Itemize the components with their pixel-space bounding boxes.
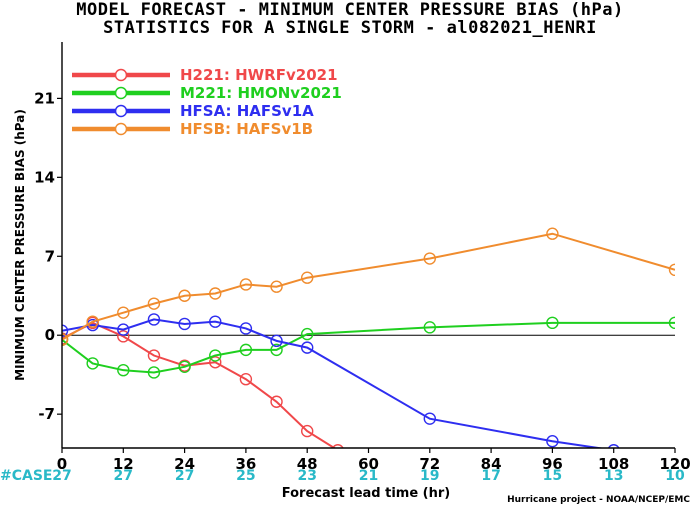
- x-tick-label: 12: [113, 455, 134, 473]
- data-point: [301, 341, 314, 354]
- data-point: [546, 316, 559, 330]
- y-tick-label: 14: [34, 168, 55, 186]
- data-point: [239, 278, 253, 291]
- x-tick-label: 24: [174, 455, 195, 473]
- data-point: [178, 317, 191, 331]
- data-point: [301, 271, 314, 284]
- legend-marker: [114, 68, 128, 82]
- x-tick-label: 120: [659, 455, 690, 473]
- x-tick-label: 96: [542, 455, 563, 473]
- x-tick-label: 72: [419, 455, 440, 473]
- y-axis-label: MINIMUM CENTER PRESSURE BIAS (hPa): [13, 109, 27, 381]
- data-point: [239, 373, 253, 386]
- series-line-3: [62, 232, 675, 341]
- x-tick-label: 108: [598, 455, 629, 473]
- legend-label: HFSA: HAFSv1A: [180, 102, 314, 120]
- data-point: [239, 343, 253, 357]
- data-point: [546, 435, 559, 448]
- case-count: 10: [665, 468, 685, 484]
- legend-label: HFSB: HAFSv1B: [180, 120, 313, 138]
- data-point: [423, 321, 436, 334]
- data-point: [62, 324, 69, 337]
- case-count: 23: [297, 468, 316, 484]
- series-1: [62, 316, 675, 379]
- x-tick-label: 60: [358, 455, 379, 473]
- x-tick-label: 36: [235, 455, 256, 473]
- data-point: [86, 315, 99, 328]
- data-point: [546, 227, 559, 240]
- data-point: [668, 316, 675, 330]
- data-point: [209, 356, 222, 369]
- credit-text: Hurricane project - NOAA/NCEP/EMC: [507, 495, 690, 505]
- y-tick-label: -7: [38, 405, 55, 423]
- series-line-0: [62, 321, 337, 448]
- legend-item-0: H221: HWRFv2021: [72, 66, 338, 84]
- case-count: 25: [236, 468, 255, 484]
- x-axis-label: Forecast lead time (hr): [282, 486, 450, 501]
- case-count: 21: [359, 468, 378, 484]
- data-point: [147, 313, 161, 326]
- series-line-2: [62, 318, 606, 448]
- legend-item-2: HFSA: HAFSv1A: [72, 102, 314, 120]
- legend-label: H221: HWRFv2021: [180, 66, 338, 84]
- data-point: [239, 322, 253, 335]
- series-3: [62, 227, 675, 346]
- legend-marker: [114, 104, 128, 118]
- legend-item-3: HFSB: HAFSv1B: [72, 120, 313, 138]
- data-point: [209, 349, 222, 362]
- x-tick-label: 0: [57, 455, 67, 473]
- y-tick-label: 21: [34, 89, 55, 107]
- data-point: [270, 395, 283, 408]
- data-point: [117, 323, 130, 336]
- case-count: 27: [175, 468, 194, 484]
- data-point: [117, 330, 130, 343]
- series-line-1: [62, 321, 675, 374]
- data-point: [117, 306, 130, 319]
- legend-item-1: M221: HMONv2021: [72, 84, 342, 102]
- data-point: [209, 287, 222, 300]
- data-point: [332, 444, 344, 448]
- legend-label: M221: HMONv2021: [180, 84, 342, 102]
- legend-marker: [114, 86, 128, 100]
- x-tick-label: 84: [481, 455, 502, 473]
- data-point: [62, 333, 69, 346]
- case-count: 15: [543, 468, 562, 484]
- data-point: [270, 334, 283, 348]
- y-tick-label: 7: [45, 247, 55, 265]
- data-point: [147, 297, 161, 310]
- y-tick-label: 0: [45, 326, 55, 344]
- chart-title: MODEL FORECAST - MINIMUM CENTER PRESSURE…: [76, 0, 624, 20]
- data-point: [270, 280, 283, 293]
- data-point: [423, 412, 436, 425]
- data-point: [270, 343, 283, 357]
- data-point: [423, 252, 436, 265]
- case-count: 19: [420, 468, 439, 484]
- data-point: [86, 357, 99, 370]
- data-point: [147, 366, 161, 379]
- data-point: [147, 349, 161, 362]
- data-point: [209, 315, 222, 328]
- data-point: [178, 360, 191, 373]
- series-2: [62, 313, 620, 448]
- case-label: #CASE: [0, 468, 53, 484]
- legend-marker: [114, 122, 128, 136]
- case-count: 13: [604, 468, 623, 484]
- data-point: [117, 363, 130, 377]
- case-count: 27: [114, 468, 133, 484]
- case-count: 27: [52, 468, 71, 484]
- chart-subtitle: STATISTICS FOR A SINGLE STORM - al082021…: [103, 18, 597, 38]
- x-tick-label: 48: [297, 455, 318, 473]
- data-point: [178, 289, 191, 302]
- data-point: [301, 424, 314, 438]
- case-count: 17: [481, 468, 500, 484]
- data-point: [607, 444, 620, 448]
- data-point: [668, 263, 675, 277]
- data-point: [301, 327, 314, 341]
